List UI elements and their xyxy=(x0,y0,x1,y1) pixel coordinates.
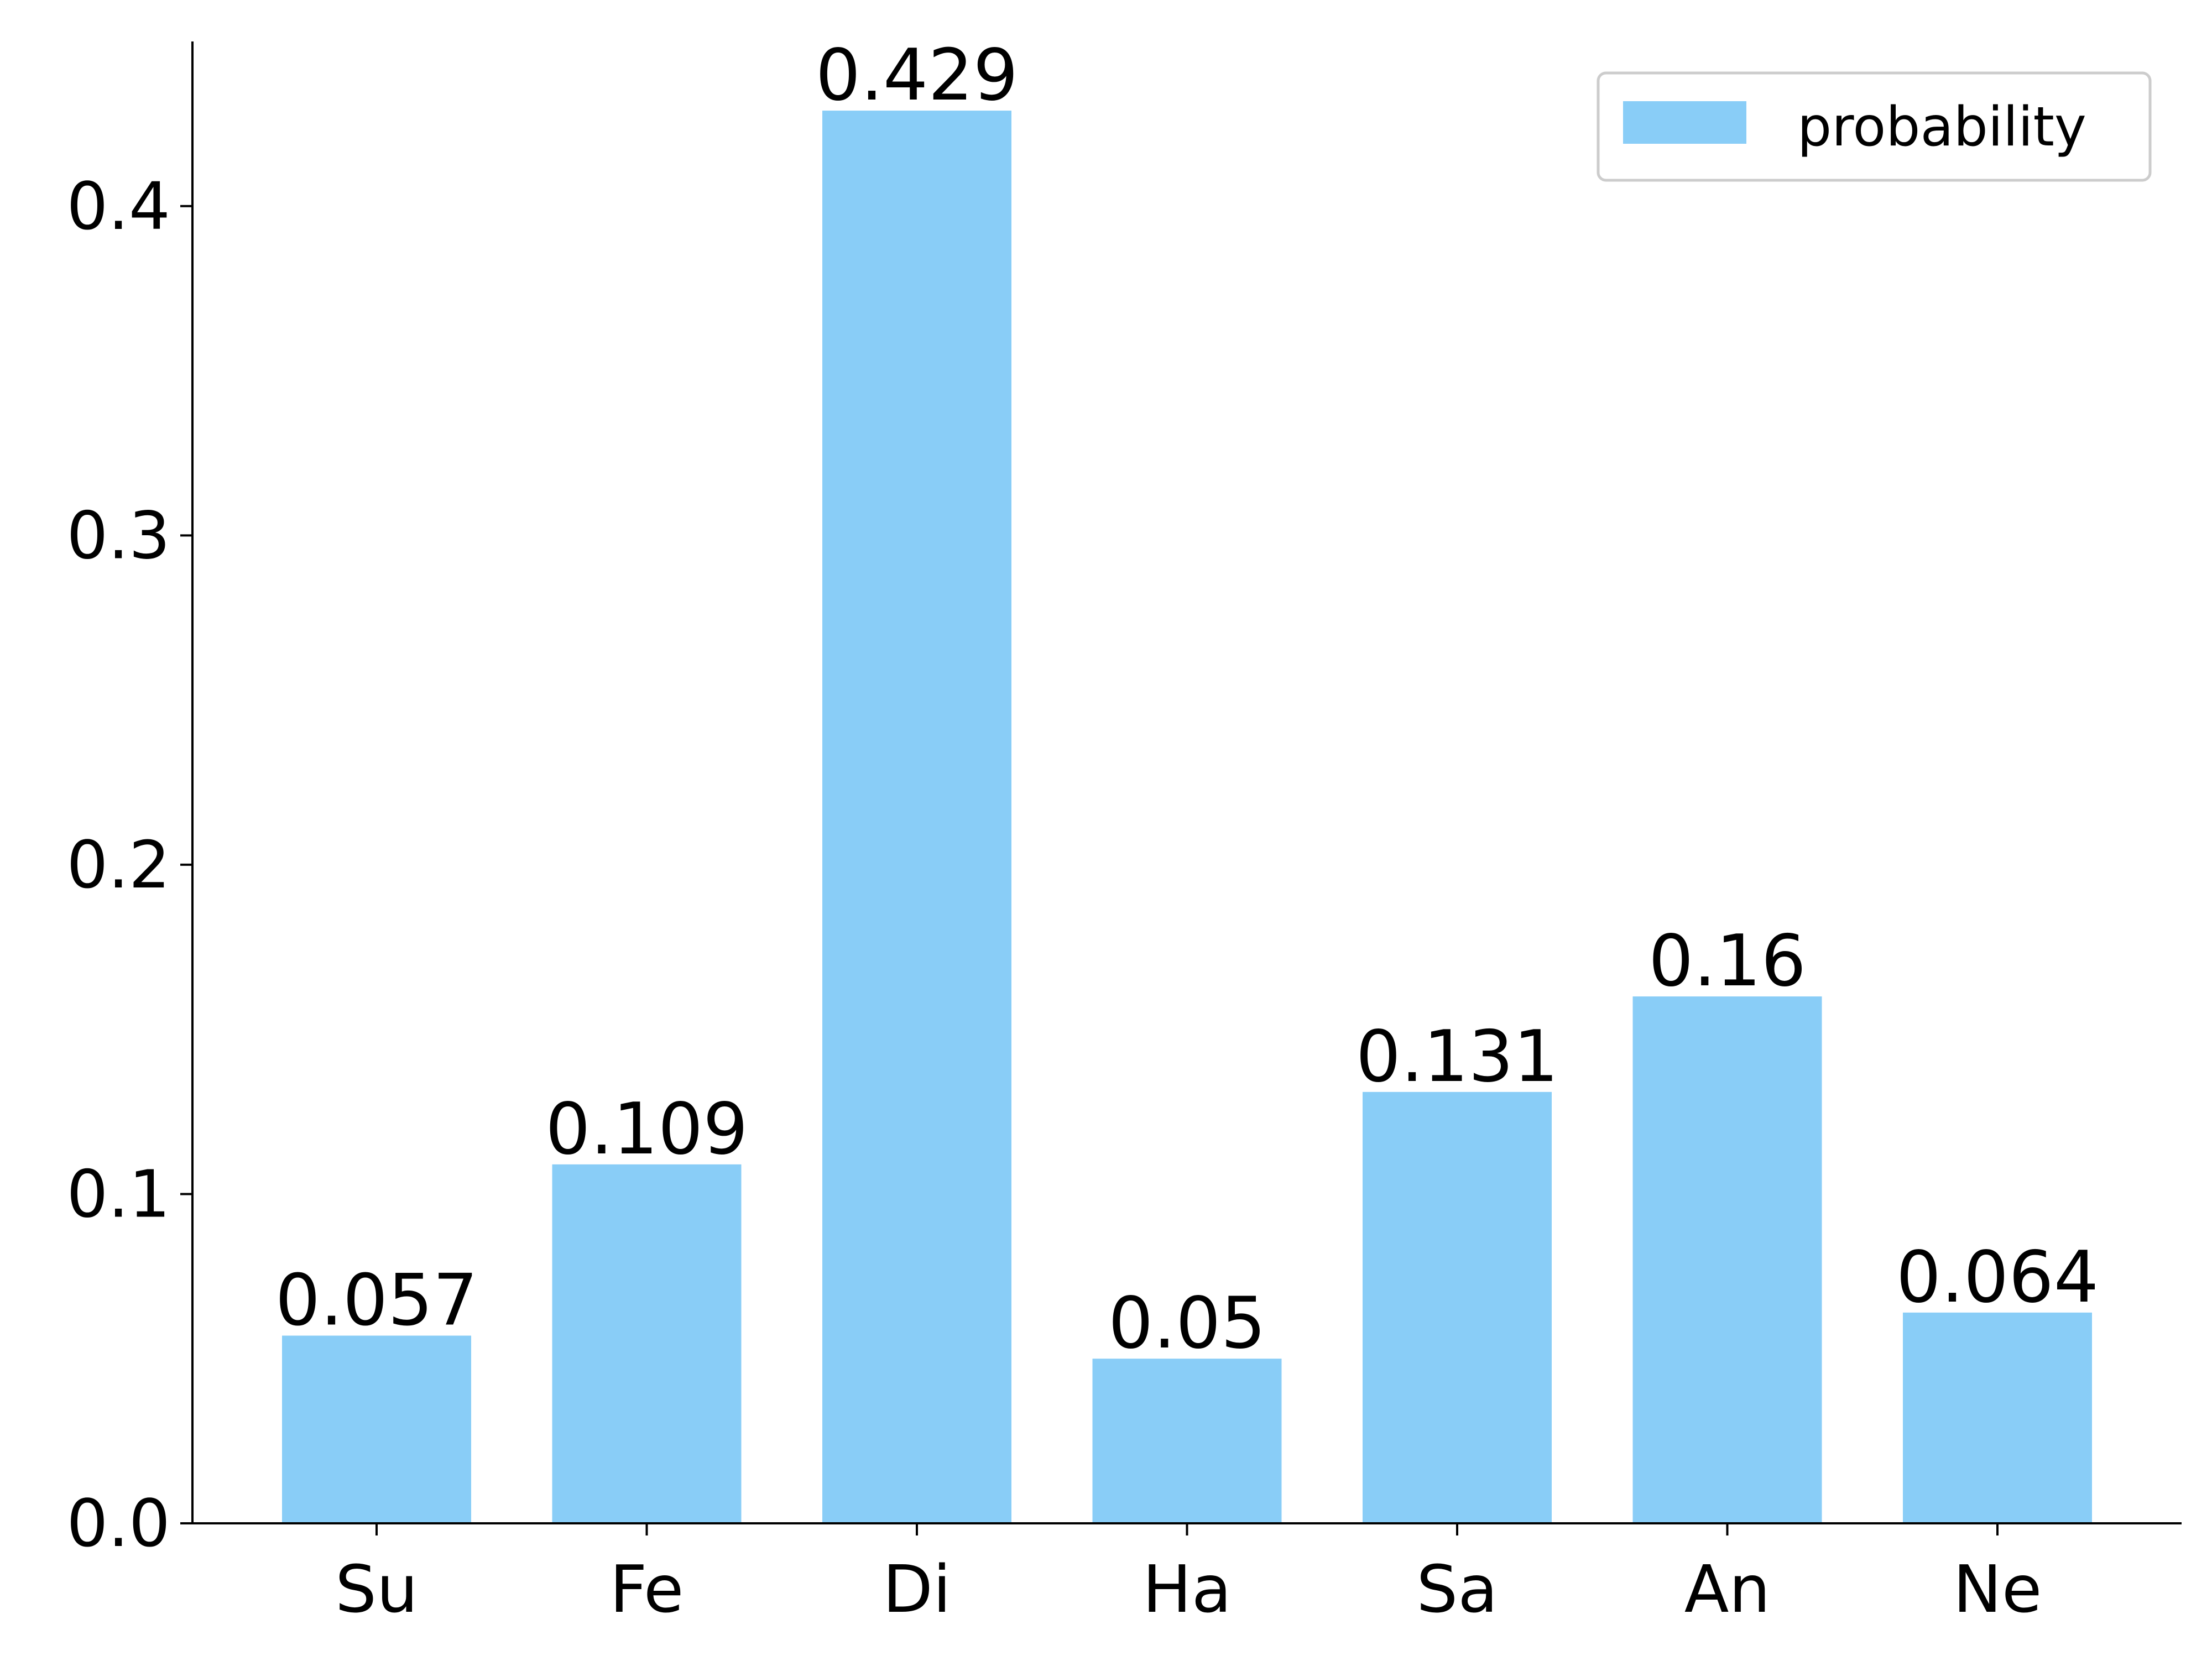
x-tick-label-su: Su xyxy=(335,1551,418,1627)
y-tick-label: 0.4 xyxy=(66,168,170,244)
bar-ha xyxy=(1092,1359,1282,1523)
y-tick-label: 0.0 xyxy=(66,1485,170,1561)
bar-ne xyxy=(1903,1312,2092,1523)
data-label-ne: 0.064 xyxy=(1896,1236,2099,1319)
bar-di xyxy=(822,111,1011,1524)
data-label-su: 0.057 xyxy=(275,1260,478,1342)
y-tick-label: 0.3 xyxy=(66,497,170,573)
x-tick-label-fe: Fe xyxy=(609,1551,684,1627)
y-tick-label: 0.2 xyxy=(66,827,170,903)
y-tick-label: 0.1 xyxy=(66,1156,170,1232)
data-label-di: 0.429 xyxy=(816,34,1018,117)
data-label-fe: 0.109 xyxy=(545,1088,748,1171)
data-label-sa: 0.131 xyxy=(1356,1016,1558,1098)
bar-su xyxy=(282,1335,471,1523)
x-tick-label-sa: Sa xyxy=(1416,1551,1498,1627)
bar-sa xyxy=(1363,1091,1552,1523)
x-tick-label-ne: Ne xyxy=(1953,1551,2042,1627)
bar-an xyxy=(1632,996,1822,1523)
data-label-an: 0.16 xyxy=(1648,920,1806,1002)
x-tick-label-an: An xyxy=(1684,1551,1771,1627)
legend-label: probability xyxy=(1797,96,2086,159)
axes-layer: 0.0 0.1 0.2 0.3 0.4 Su Fe Di Ha Sa An Ne xyxy=(66,41,2182,1627)
data-label-ha: 0.05 xyxy=(1108,1282,1266,1365)
x-tick-label-ha: Ha xyxy=(1142,1551,1232,1627)
data-labels-layer: 0.057 0.109 0.429 0.05 0.131 0.16 0.064 xyxy=(275,34,2099,1365)
legend-swatch xyxy=(1623,101,1746,144)
bars-layer xyxy=(282,111,2092,1524)
x-tick-label-di: Di xyxy=(883,1551,951,1627)
bar-fe xyxy=(552,1164,742,1523)
legend-frame xyxy=(1597,71,2152,182)
legend: probability xyxy=(1597,71,2152,182)
